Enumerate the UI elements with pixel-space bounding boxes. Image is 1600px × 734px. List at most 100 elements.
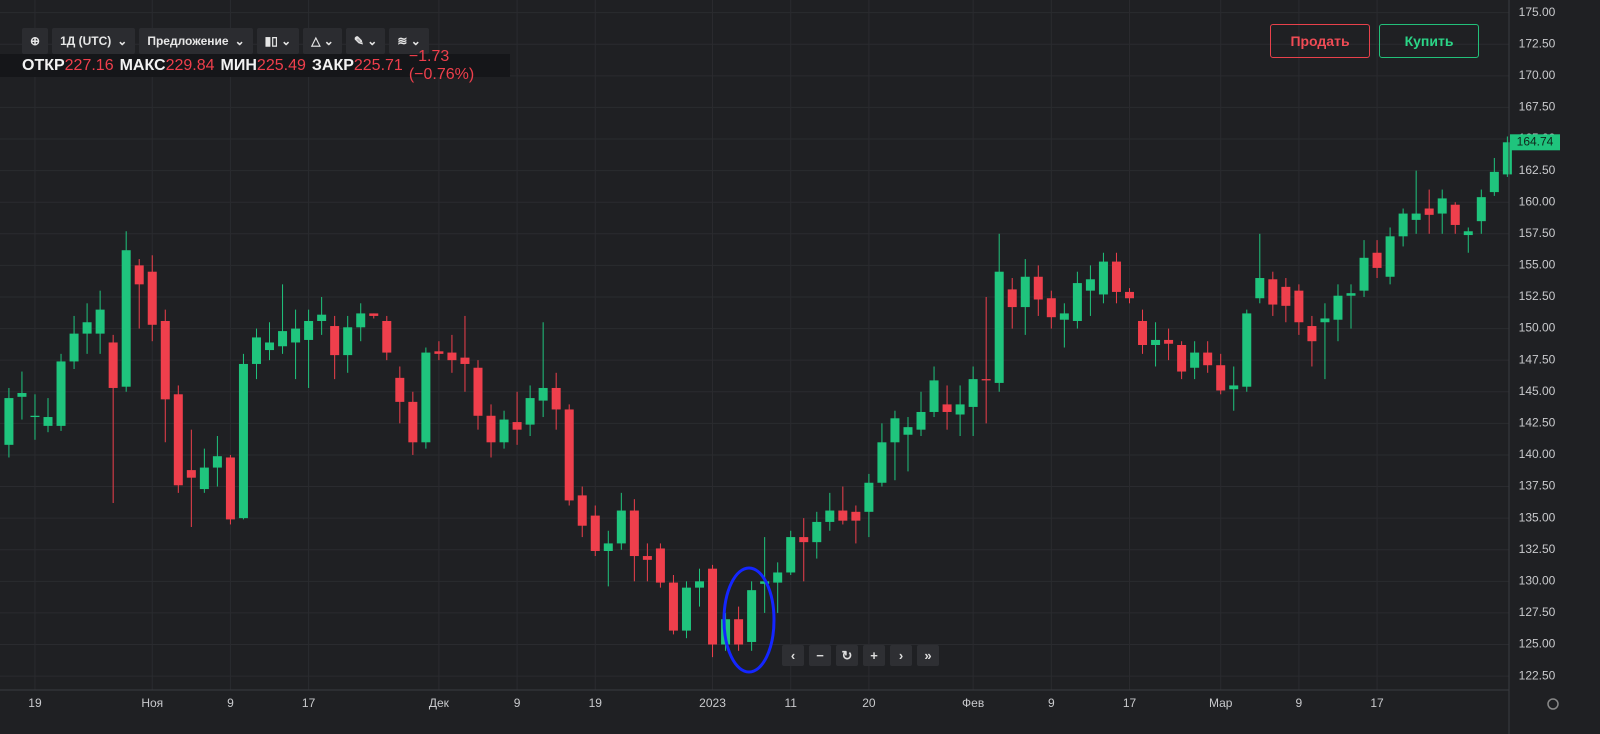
candle-body bbox=[1294, 290, 1304, 323]
candle-body bbox=[981, 379, 991, 381]
x-tick-label: Фев bbox=[962, 696, 984, 710]
candle-body bbox=[473, 367, 483, 416]
candle-body bbox=[1203, 352, 1213, 366]
candle-body bbox=[655, 548, 665, 583]
layers-select[interactable]: ≋ ⌄ bbox=[389, 28, 429, 54]
ohlc-label: МАКС bbox=[119, 56, 166, 74]
candle-body bbox=[1268, 279, 1278, 305]
candle-body bbox=[147, 271, 157, 325]
price-type-label: Предложение bbox=[147, 34, 229, 48]
scroll-end[interactable]: » bbox=[917, 645, 939, 666]
last-price-label: 164.74 bbox=[1517, 134, 1554, 148]
candle-body bbox=[1098, 261, 1108, 295]
buy-button[interactable]: Купить bbox=[1379, 24, 1479, 58]
y-tick-label: 167.50 bbox=[1519, 100, 1556, 114]
candle-body bbox=[851, 511, 861, 521]
draw-select[interactable]: ✎ ⌄ bbox=[345, 28, 386, 54]
x-tick-label: 17 bbox=[302, 696, 316, 710]
candle-body bbox=[1398, 213, 1408, 237]
candle-body bbox=[95, 309, 105, 334]
ohlc-value: 225.71 bbox=[353, 56, 403, 74]
candle-body bbox=[1489, 171, 1499, 193]
candle-body bbox=[447, 352, 457, 361]
ohlc-label: ОТКР bbox=[22, 56, 65, 74]
candle-body bbox=[590, 515, 600, 551]
candle-body bbox=[773, 572, 783, 583]
candle-body bbox=[212, 456, 222, 468]
candle-body bbox=[225, 457, 235, 520]
zoom-in[interactable]: + bbox=[863, 645, 885, 666]
candle-body bbox=[186, 470, 196, 478]
candle-body bbox=[317, 314, 327, 321]
reset[interactable]: ↻ bbox=[836, 645, 858, 666]
y-tick-label: 122.50 bbox=[1519, 668, 1556, 682]
candle-body bbox=[1281, 286, 1291, 306]
x-tick-label: 9 bbox=[1048, 696, 1055, 710]
indicators-select[interactable]: △ ⌄ bbox=[303, 28, 342, 54]
add-button[interactable]: ⊕ bbox=[22, 28, 49, 54]
candle-body bbox=[4, 398, 14, 445]
candle-body bbox=[395, 377, 405, 402]
sell-button[interactable]: Продать bbox=[1270, 24, 1370, 58]
candle-body bbox=[1463, 231, 1473, 236]
candle-body bbox=[1046, 298, 1056, 318]
candle-body bbox=[1124, 291, 1134, 299]
candle-body bbox=[460, 357, 470, 364]
candle-body bbox=[564, 409, 574, 501]
x-tick-label: 9 bbox=[227, 696, 234, 710]
y-tick-label: 162.50 bbox=[1519, 163, 1556, 177]
candle-body bbox=[642, 556, 652, 560]
candle-body bbox=[121, 250, 131, 387]
x-tick-label: 19 bbox=[28, 696, 42, 710]
candle-body bbox=[356, 313, 366, 328]
candle-body bbox=[1346, 293, 1356, 296]
candle-body bbox=[1190, 352, 1200, 368]
y-tick-label: 137.50 bbox=[1519, 479, 1556, 493]
candle-body bbox=[825, 510, 835, 522]
candle-body bbox=[577, 495, 587, 526]
candle-body bbox=[17, 393, 27, 397]
candle-body bbox=[812, 521, 822, 543]
x-tick-label: 20 bbox=[862, 696, 876, 710]
y-tick-label: 150.00 bbox=[1519, 321, 1556, 335]
candle-body bbox=[1437, 198, 1447, 214]
candle-body bbox=[1229, 385, 1239, 390]
candle-body bbox=[1359, 257, 1369, 291]
x-tick-label: 11 bbox=[784, 696, 797, 710]
candle-body bbox=[408, 401, 418, 443]
scroll-right[interactable]: › bbox=[890, 645, 912, 666]
candle-body bbox=[1307, 326, 1317, 342]
candle-body bbox=[629, 510, 639, 557]
settings-icon[interactable] bbox=[1547, 698, 1559, 710]
candle-body bbox=[1333, 295, 1343, 320]
candle-body bbox=[265, 342, 275, 351]
chart-type-select[interactable]: ▮▯ ⌄ bbox=[256, 28, 300, 54]
candle-body bbox=[1033, 276, 1043, 300]
candle-body bbox=[903, 427, 913, 435]
interval-select[interactable]: 1Д (UTC) ⌄ bbox=[52, 28, 136, 54]
scroll-left[interactable]: ‹ bbox=[782, 645, 804, 666]
ohlc-label: ЗАКР bbox=[311, 56, 354, 74]
candle-body bbox=[864, 482, 874, 512]
candle-body bbox=[343, 327, 353, 356]
candle-body bbox=[1450, 204, 1460, 225]
y-tick-label: 160.00 bbox=[1519, 194, 1556, 208]
candle-body bbox=[278, 331, 288, 347]
candle-body bbox=[82, 322, 92, 334]
candle-body bbox=[1424, 208, 1434, 215]
price-type-select[interactable]: Предложение ⌄ bbox=[139, 28, 253, 54]
annotation-ellipse bbox=[722, 566, 776, 674]
y-tick-label: 145.00 bbox=[1519, 384, 1556, 398]
y-tick-label: 130.00 bbox=[1519, 573, 1556, 587]
candle-body bbox=[1502, 142, 1512, 175]
zoom-out[interactable]: − bbox=[809, 645, 831, 666]
y-tick-label: 125.00 bbox=[1519, 637, 1556, 651]
candle-body bbox=[1255, 278, 1265, 299]
interval-label: 1Д (UTC) bbox=[60, 34, 112, 48]
y-tick-label: 132.50 bbox=[1519, 542, 1556, 556]
candle-body bbox=[681, 587, 691, 631]
candle-body bbox=[538, 387, 548, 401]
candle-body bbox=[108, 342, 118, 388]
